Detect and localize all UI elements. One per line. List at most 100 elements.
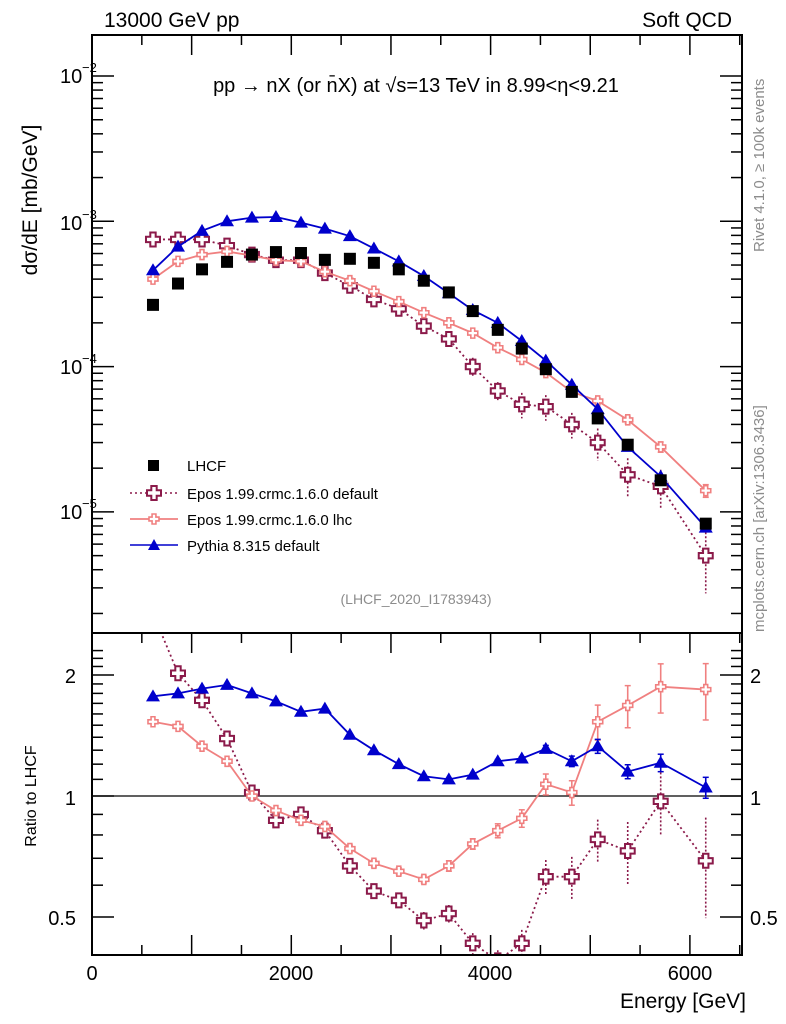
ratio-point-epos-1-99-crmc-1-6-0-lhc [221,755,233,768]
svg-text:Epos 1.99.crmc.1.6.0 lhc: Epos 1.99.crmc.1.6.0 lhc [187,512,353,529]
ratio-point-epos-1-99-crmc-1-6-0-default [464,935,481,952]
ratio-point-epos-1-99-crmc-1-6-0-lhc [654,680,667,693]
ratio-line-pythia-8-315-default [152,683,707,789]
main-point-epos-1-99-crmc-1-6-0-lhc [466,327,479,339]
ratio-point-epos-1-99-crmc-1-6-0-lhc [621,699,634,712]
ratio-point-epos-1-99-crmc-1-6-0-lhc [393,865,405,878]
main-point-pythia-8-315-default [268,210,283,223]
main-point-epos-1-99-crmc-1-6-0-default [440,330,457,347]
main-point-epos-1-99-crmc-1-6-0-lhc [147,273,159,285]
legend-marker-square [148,460,159,471]
svg-text:−4: −4 [82,351,97,366]
svg-text:10: 10 [60,213,82,235]
ratio-point-epos-1-99-crmc-1-6-0-default [513,935,530,952]
main-point-lhcf [515,342,528,355]
ratio-point-pythia-8-315-default [293,704,308,717]
svg-text:10: 10 [60,66,82,88]
main-point-pythia-8-315-default [538,353,553,366]
header-right: Soft QCD [642,9,732,32]
main-point-pythia-8-315-default [342,229,357,242]
main-point-epos-1-99-crmc-1-6-0-lhc [172,255,184,268]
legend-item-pythia: Pythia 8.315 default [130,538,320,555]
analysis-watermark: (LHCF_2020_I1783943) [341,591,492,607]
main-point-pythia-8-315-default [366,241,381,254]
y-tick-label-1e-3: 10 −3 [60,207,97,235]
ratio-line-epos-1-99-crmc-1-6-0-default [160,634,707,954]
ratio-y-label: Ratio to LHCF [23,745,40,847]
ratio-point-pythia-8-315-default [195,681,210,694]
main-point-pythia-8-315-default [145,263,160,276]
ratio-point-pythia-8-315-default [590,739,605,752]
ratio-point-epos-1-99-crmc-1-6-0-default [169,665,186,682]
svg-text:LHCF: LHCF [187,458,226,475]
main-point-lhcf [417,274,430,287]
ratio-point-epos-1-99-crmc-1-6-0-lhc [443,860,455,872]
ratio-point-epos-1-99-crmc-1-6-0-lhc [319,820,331,833]
ratio-point-epos-1-99-crmc-1-6-0-lhc [295,814,307,827]
main-point-lhcf [269,246,282,259]
y-tick-label-1e-2: 10 −2 [60,60,97,88]
main-point-lhcf [491,323,504,336]
ratio-point-pythia-8-315-default [465,767,480,780]
ratio-series-group [145,634,714,954]
main-point-lhcf [245,248,258,261]
main-point-epos-1-99-crmc-1-6-0-default [464,358,481,375]
ratio-point-pythia-8-315-default [268,694,283,707]
main-point-lhcf [146,298,159,311]
ratio-point-epos-1-99-crmc-1-6-0-default [219,730,236,747]
main-line-epos-1-99-crmc-1-6-0-lhc [152,250,707,492]
main-point-pythia-8-315-default [220,214,235,227]
ratio-point-epos-1-99-crmc-1-6-0-lhc [418,873,430,886]
main-point-lhcf [196,263,209,276]
svg-text:Epos 1.99.crmc.1.6.0 default: Epos 1.99.crmc.1.6.0 default [187,486,379,503]
ratio-point-pythia-8-315-default [391,757,406,770]
legend-item-lhcf: LHCF [148,458,226,475]
ratio-point-pythia-8-315-default [514,751,529,764]
main-y-label: dσ/dE [mb/GeV] [19,125,42,276]
ratio-point-pythia-8-315-default [653,755,668,768]
main-point-epos-1-99-crmc-1-6-0-default [489,382,506,399]
ratio-point-epos-1-99-crmc-1-6-0-lhc [196,740,208,753]
ratio-tick-label-right-1: 1 [750,788,761,810]
main-point-lhcf [343,252,356,265]
ratio-tick-label-0-5: 0.5 [48,908,76,930]
ratio-point-epos-1-99-crmc-1-6-0-default [589,831,606,848]
main-point-lhcf [621,438,634,451]
main-point-lhcf [367,256,380,269]
ratio-point-epos-1-99-crmc-1-6-0-lhc [270,804,282,817]
main-series-group [144,210,714,594]
main-point-epos-1-99-crmc-1-6-0-default [537,398,554,415]
ratio-point-pythia-8-315-default [538,741,553,754]
main-point-epos-1-99-crmc-1-6-0-default [415,318,432,335]
main-point-lhcf [392,263,405,276]
ratio-point-pythia-8-315-default [220,677,235,690]
x-tick-label-2000: 2000 [269,963,314,985]
main-line-epos-1-99-crmc-1-6-0-default [152,238,707,557]
ratio-point-epos-1-99-crmc-1-6-0-lhc [466,838,479,850]
ratio-point-epos-1-99-crmc-1-6-0-lhc [591,715,604,728]
legend: LHCF Epos 1.99.crmc.1.6.0 default Epos 1… [130,458,379,555]
ratio-point-epos-1-99-crmc-1-6-0-default [619,842,636,859]
ratio-point-pythia-8-315-default [441,772,456,785]
svg-text:−2: −2 [82,60,97,75]
ratio-tick-label-1: 1 [65,788,76,810]
legend-marker-open-cross [146,485,162,501]
svg-text:−3: −3 [82,207,97,222]
main-point-lhcf [221,255,234,268]
ratio-point-epos-1-99-crmc-1-6-0-lhc [368,857,380,870]
ratio-point-epos-1-99-crmc-1-6-0-lhc [491,824,504,837]
ratio-point-epos-1-99-crmc-1-6-0-default [365,883,382,900]
ratio-point-pythia-8-315-default [145,689,160,702]
ratio-tick-label-right-0-5: 0.5 [750,908,778,930]
main-point-epos-1-99-crmc-1-6-0-default [697,547,714,564]
main-point-epos-1-99-crmc-1-6-0-lhc [418,306,430,319]
ratio-point-epos-1-99-crmc-1-6-0-default [267,812,284,829]
ratio-point-epos-1-99-crmc-1-6-0-default [563,868,580,885]
main-point-pythia-8-315-default [293,215,308,228]
main-point-pythia-8-315-default [244,210,259,223]
ratio-point-epos-1-99-crmc-1-6-0-default [440,905,457,922]
main-point-epos-1-99-crmc-1-6-0-default [589,434,606,451]
x-tick-label-0: 0 [86,963,97,985]
main-point-epos-1-99-crmc-1-6-0-lhc [393,295,405,308]
